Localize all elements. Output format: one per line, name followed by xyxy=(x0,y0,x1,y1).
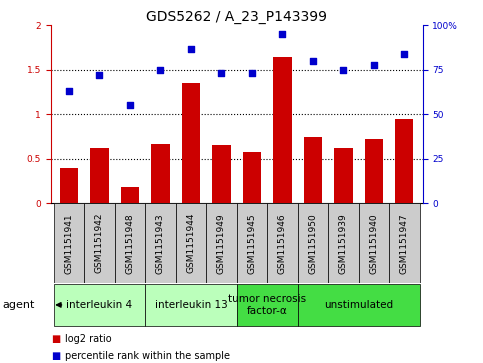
Point xyxy=(156,67,164,73)
Text: agent: agent xyxy=(2,300,35,310)
Title: GDS5262 / A_23_P143399: GDS5262 / A_23_P143399 xyxy=(146,11,327,24)
Text: GSM1151947: GSM1151947 xyxy=(400,213,409,274)
Text: unstimulated: unstimulated xyxy=(324,300,393,310)
Point xyxy=(65,88,73,94)
Point xyxy=(370,62,378,68)
Bar xyxy=(328,203,358,283)
Bar xyxy=(298,284,420,326)
Text: GSM1151941: GSM1151941 xyxy=(65,213,73,274)
Bar xyxy=(237,284,298,326)
Text: GSM1151940: GSM1151940 xyxy=(369,213,378,274)
Bar xyxy=(145,203,176,283)
Bar xyxy=(389,203,420,283)
Bar xyxy=(267,203,298,283)
Point xyxy=(309,58,317,64)
Text: percentile rank within the sample: percentile rank within the sample xyxy=(65,351,230,361)
Text: ■: ■ xyxy=(51,334,60,344)
Bar xyxy=(206,203,237,283)
Bar xyxy=(121,187,139,203)
Point xyxy=(400,51,408,57)
Text: ■: ■ xyxy=(51,351,60,361)
Bar xyxy=(358,203,389,283)
Point xyxy=(340,67,347,73)
Bar xyxy=(176,203,206,283)
Text: tumor necrosis
factor-α: tumor necrosis factor-α xyxy=(228,294,306,316)
Bar xyxy=(54,203,84,283)
Point xyxy=(279,31,286,37)
Text: GSM1151949: GSM1151949 xyxy=(217,213,226,274)
Text: GSM1151950: GSM1151950 xyxy=(308,213,317,274)
Text: log2 ratio: log2 ratio xyxy=(65,334,112,344)
Bar xyxy=(395,119,413,203)
Bar xyxy=(84,203,115,283)
Text: interleukin 13: interleukin 13 xyxy=(155,300,227,310)
Point xyxy=(217,70,225,76)
Bar xyxy=(237,203,267,283)
Bar xyxy=(145,284,237,326)
Bar xyxy=(243,152,261,203)
Text: GSM1151943: GSM1151943 xyxy=(156,213,165,274)
Bar xyxy=(151,144,170,203)
Bar xyxy=(182,83,200,203)
Text: GSM1151939: GSM1151939 xyxy=(339,213,348,274)
Bar xyxy=(298,203,328,283)
Point xyxy=(126,102,134,108)
Text: GSM1151942: GSM1151942 xyxy=(95,213,104,273)
Point xyxy=(96,72,103,78)
Text: GSM1151946: GSM1151946 xyxy=(278,213,287,274)
Bar xyxy=(115,203,145,283)
Point xyxy=(248,70,256,76)
Bar xyxy=(273,57,292,203)
Text: GSM1151945: GSM1151945 xyxy=(247,213,256,274)
Text: interleukin 4: interleukin 4 xyxy=(67,300,132,310)
Text: GSM1151944: GSM1151944 xyxy=(186,213,196,273)
Text: GSM1151948: GSM1151948 xyxy=(126,213,134,274)
Bar xyxy=(304,136,322,203)
Bar xyxy=(365,139,383,203)
Bar xyxy=(213,146,230,203)
Bar xyxy=(334,148,353,203)
Bar xyxy=(90,148,109,203)
Bar xyxy=(60,168,78,203)
Point xyxy=(187,46,195,52)
Bar xyxy=(54,284,145,326)
